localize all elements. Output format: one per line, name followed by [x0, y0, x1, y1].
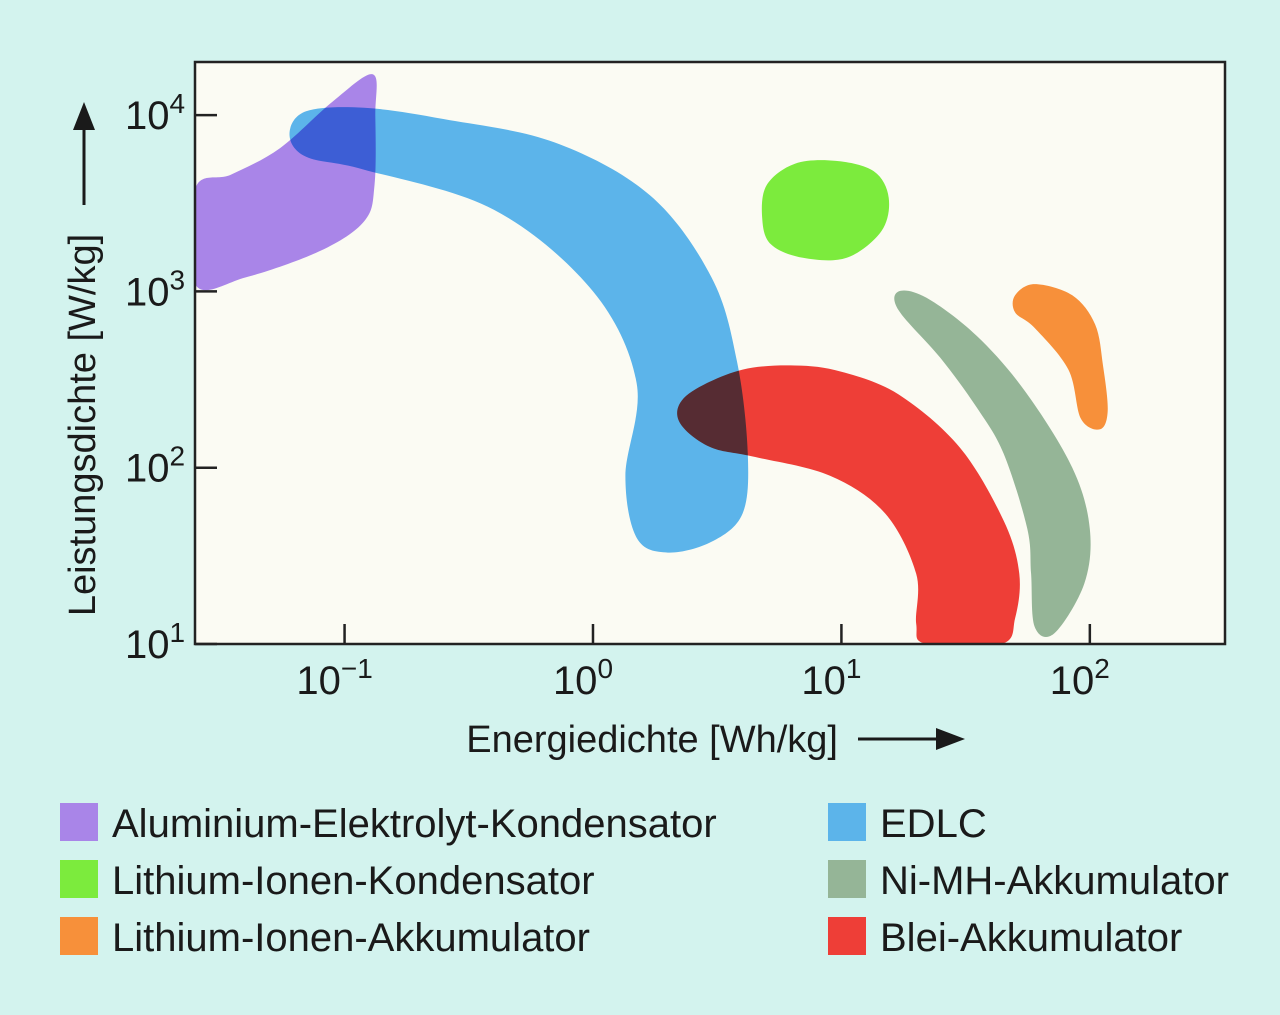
plot-frame — [193, 60, 1227, 646]
y-axis-title: Leistungsdichte [W/kg] — [62, 234, 104, 616]
regions-layer — [195, 74, 1108, 644]
legend-label-blei-akkumulator: Blei-Akkumulator — [880, 916, 1182, 960]
y-tick-label: 103 — [125, 264, 185, 314]
legend-label-aluminium-elektrolyt-kondensator: Aluminium-Elektrolyt-Kondensator — [112, 802, 717, 846]
x-tick-label: 100 — [553, 653, 613, 703]
legend-label-lithium-ionen-kondensator: Lithium-Ionen-Kondensator — [112, 859, 595, 903]
y-tick-label: 104 — [125, 88, 185, 138]
legend-swatch-aluminium-elektrolyt-kondensator — [60, 803, 98, 841]
y-tick-label: 102 — [125, 441, 185, 491]
x-tick-label: 101 — [801, 653, 861, 703]
y-tick-label: 101 — [125, 617, 185, 667]
legend-label-edlc: EDLC — [880, 802, 987, 846]
legend-swatch-lithium-ionen-akkumulator — [60, 917, 98, 955]
x-axis-label: Energiedichte [Wh/kg] — [466, 719, 838, 761]
region-blei-akkumulator — [677, 365, 1020, 644]
region-edlc — [289, 107, 749, 553]
region-lithium-ionen-kondensator — [761, 160, 890, 261]
legend-swatch-edlc — [828, 803, 866, 841]
x-axis-arrow-head — [936, 728, 965, 750]
ticks-layer: 10−1 100 101 102 101 102 103 104 — [125, 88, 1110, 703]
region-lithium-ionen-akkumulator — [1012, 284, 1108, 430]
y-axis-label: Leistungsdichte [W/kg] — [62, 234, 104, 616]
legend-label-lithium-ionen-akkumulator: Lithium-Ionen-Akkumulator — [112, 916, 590, 960]
x-tick-label: 102 — [1050, 653, 1110, 703]
legend-swatch-lithium-ionen-kondensator — [60, 860, 98, 898]
legend-swatch-ni-mh-akkumulator — [828, 860, 866, 898]
legend-label-ni-mh-akkumulator: Ni-MH-Akkumulator — [880, 859, 1229, 903]
legend-swatch-blei-akkumulator — [828, 917, 866, 955]
region-ni-mh-akkumulator — [894, 290, 1091, 638]
y-axis-arrow-head — [73, 102, 95, 130]
x-tick-label: 10−1 — [296, 653, 372, 703]
legend: Aluminium-Elektrolyt-Kondensator Lithium-… — [60, 802, 1229, 960]
